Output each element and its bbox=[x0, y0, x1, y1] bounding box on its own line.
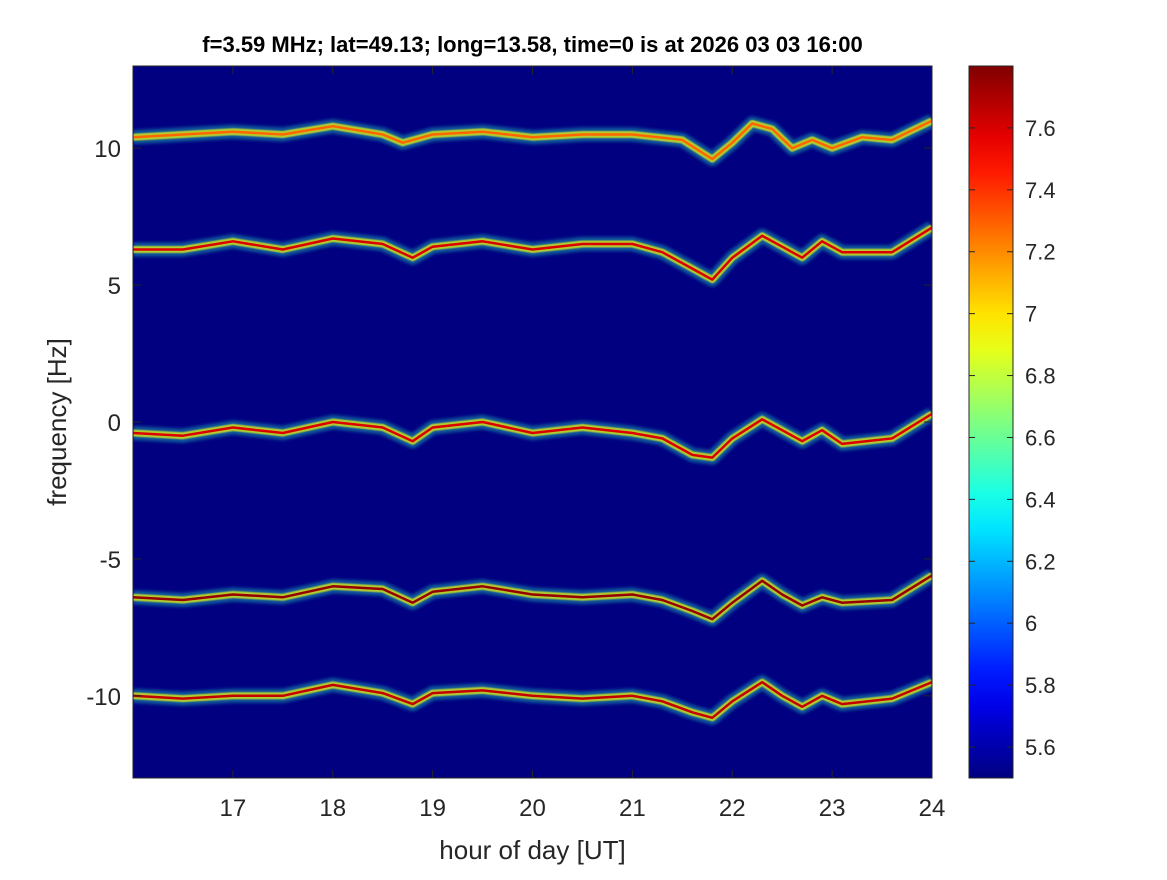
colorbar-tick-label: 6 bbox=[1025, 611, 1037, 636]
colorbar-tick-label: 7.2 bbox=[1025, 240, 1056, 265]
trace-core bbox=[133, 412, 932, 459]
x-axis: 17 18 19 20 21 22 23 24 bbox=[220, 66, 946, 822]
y-tick-label: 10 bbox=[94, 136, 121, 163]
x-tick-label: 23 bbox=[819, 795, 846, 822]
y-tick-label: -10 bbox=[86, 684, 121, 711]
x-tick-label: 19 bbox=[419, 795, 446, 822]
colorbar-tick-label: 5.8 bbox=[1025, 673, 1056, 698]
trace-2 bbox=[133, 221, 932, 287]
plot-area bbox=[133, 66, 932, 778]
trace-core bbox=[133, 680, 932, 720]
colorbar-tick-label: 6.4 bbox=[1025, 487, 1056, 512]
trace-3 bbox=[133, 407, 932, 465]
trace-1 bbox=[133, 114, 932, 167]
x-tick-label: 21 bbox=[619, 795, 646, 822]
colorbar-tick-label: 5.6 bbox=[1025, 735, 1056, 760]
chart-title: f=3.59 MHz; lat=49.13; long=13.58, time=… bbox=[202, 32, 862, 57]
trace-4 bbox=[133, 569, 932, 627]
y-axis: 10 5 0 -5 -10 bbox=[86, 136, 932, 711]
y-tick-label: -5 bbox=[100, 547, 121, 574]
colorbar: 7.6 7.4 7.2 7 6.8 6.6 6.4 6.2 6 5.8 5.6 bbox=[968, 65, 1056, 779]
plot-background bbox=[133, 66, 932, 778]
trace-core bbox=[133, 226, 932, 281]
colorbar-frame bbox=[968, 65, 1014, 779]
y-tick-label: 0 bbox=[108, 410, 121, 437]
colorbar-tick-label: 6.8 bbox=[1025, 364, 1056, 389]
colorbar-tick-label: 7 bbox=[1025, 302, 1037, 327]
colorbar-tick-label: 6.6 bbox=[1025, 425, 1056, 450]
plot-frame bbox=[132, 65, 933, 779]
x-tick-label: 17 bbox=[220, 795, 247, 822]
colorbar-tick-label: 7.6 bbox=[1025, 116, 1056, 141]
y-axis-label: frequency [Hz] bbox=[42, 338, 72, 506]
trace-core bbox=[133, 119, 932, 161]
colorbar-tick-label: 6.2 bbox=[1025, 549, 1056, 574]
colorbar-tick-label: 7.4 bbox=[1025, 178, 1056, 203]
x-tick-label: 22 bbox=[719, 795, 746, 822]
x-tick-label: 18 bbox=[319, 795, 346, 822]
x-tick-label: 24 bbox=[919, 795, 946, 822]
x-axis-label: hour of day [UT] bbox=[439, 835, 625, 865]
colorbar-fill bbox=[969, 66, 1013, 778]
x-tick-label: 20 bbox=[519, 795, 546, 822]
trace-core bbox=[133, 574, 932, 621]
y-tick-label: 5 bbox=[108, 273, 121, 300]
trace-5 bbox=[133, 675, 932, 725]
